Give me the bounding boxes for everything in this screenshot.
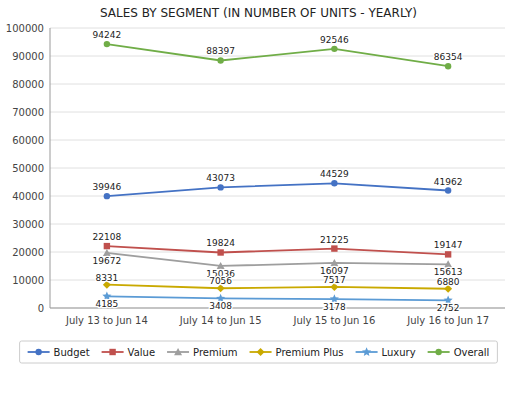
series-line: [107, 296, 448, 300]
series-marker: [331, 46, 337, 52]
legend: Budget Value Premium Premium Plus Luxury Over…: [20, 341, 498, 363]
plot-area: [102, 41, 452, 304]
y-tick-label: 20000: [12, 247, 44, 258]
legend-label: Overall: [454, 347, 490, 358]
title: SALES BY SEGMENT (IN NUMBER OF UNITS - Y…: [100, 6, 417, 20]
series-marker: [331, 245, 337, 251]
legend-label: Premium Plus: [276, 347, 344, 358]
legend-entry: Premium Plus: [250, 347, 344, 358]
x-tick-label: July 13 to Jun 14: [65, 315, 148, 326]
series-line: [107, 246, 448, 254]
y-tick-label: 50000: [12, 163, 44, 174]
series-marker: [217, 57, 223, 63]
y-tick-label: 60000: [12, 135, 44, 146]
data-label: 39946: [93, 182, 122, 192]
y-tick-label: 40000: [12, 191, 44, 202]
y-tick-label: 90000: [12, 51, 44, 62]
data-label: 7056: [209, 276, 232, 286]
series-marker: [104, 41, 110, 47]
y-tick-label: 0: [38, 303, 44, 314]
legend-label: Budget: [54, 347, 90, 358]
grid-line: [50, 112, 505, 113]
y-axis-line: [50, 28, 51, 308]
legend-entry: Premium: [167, 347, 238, 358]
data-label: 41962: [434, 177, 463, 187]
series-marker: [104, 193, 110, 199]
series-marker: [331, 180, 337, 186]
data-label: 43073: [206, 173, 235, 183]
data-labels: 39946 43073 44529 41962 22108 19824 21225 19147…: [93, 30, 463, 313]
series-line: [107, 253, 448, 266]
legend-entry: Luxury: [356, 347, 416, 358]
legend-label: Value: [128, 347, 155, 358]
chart: SALES BY SEGMENT (IN NUMBER OF UNITS - Y…: [0, 0, 517, 400]
legend-entry: Budget: [28, 347, 90, 358]
series-marker: [445, 251, 451, 257]
data-label: 2752: [437, 303, 460, 313]
data-label: 21225: [320, 235, 349, 245]
data-label: 19147: [434, 240, 463, 250]
x-tick-label: July 15 to Jun 16: [292, 315, 375, 326]
grid: [50, 28, 505, 308]
legend-marker: [362, 347, 371, 356]
data-label: 88397: [206, 46, 235, 56]
series-marker: [445, 63, 451, 69]
grid-line: [50, 252, 505, 253]
data-label: 94242: [93, 30, 122, 40]
grid-line: [50, 140, 505, 141]
y-tick-label: 10000: [12, 275, 44, 286]
grid-line: [50, 168, 505, 169]
series-marker: [104, 243, 110, 249]
data-label: 8331: [95, 273, 118, 283]
x-tick-label: July 16 to Jun 17: [406, 315, 489, 326]
series-line: [107, 44, 448, 66]
series-line: [107, 183, 448, 196]
axes: 0 10000 20000 30000 40000 50000 60000 70000 8000…: [6, 23, 505, 327]
data-label: 3408: [209, 301, 232, 311]
series-marker: [217, 184, 223, 190]
legend-marker: [35, 349, 41, 355]
grid-line: [50, 28, 505, 29]
legend-marker: [174, 348, 182, 355]
data-label: 19824: [206, 238, 235, 248]
data-label: 6880: [437, 277, 460, 287]
legend-box: [20, 341, 498, 363]
legend-entry: Value: [102, 347, 155, 358]
data-label: 86354: [434, 52, 463, 62]
legend-entry: Overall: [428, 347, 490, 358]
legend-label: Luxury: [382, 347, 416, 358]
data-label: 7517: [323, 275, 346, 285]
x-tick-label: July 14 to Jun 15: [179, 315, 262, 326]
legend-label: Premium: [193, 347, 238, 358]
legend-marker: [257, 348, 265, 356]
data-label: 4185: [95, 299, 118, 309]
grid-line: [50, 224, 505, 225]
y-tick-label: 80000: [12, 79, 44, 90]
data-label: 22108: [93, 232, 122, 242]
y-tick-label: 30000: [12, 219, 44, 230]
grid-line: [50, 84, 505, 85]
series-marker: [445, 187, 451, 193]
legend-marker: [435, 349, 441, 355]
data-label: 92546: [320, 35, 349, 45]
legend-marker: [109, 349, 115, 355]
y-tick-label: 70000: [12, 107, 44, 118]
y-tick-label: 100000: [6, 23, 44, 34]
series-line: [107, 285, 448, 289]
series-marker: [217, 249, 223, 255]
data-label: 19672: [93, 256, 122, 266]
data-label: 3178: [323, 302, 346, 312]
data-label: 44529: [320, 169, 349, 179]
